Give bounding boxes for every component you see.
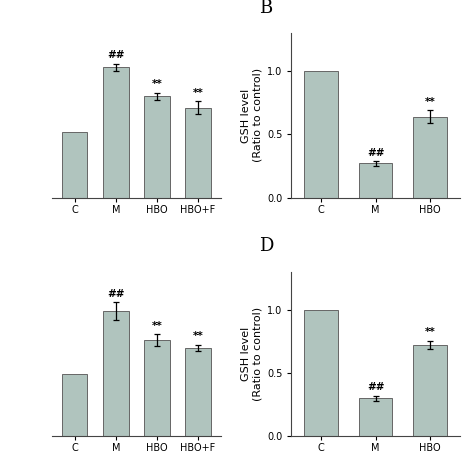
Text: D: D: [259, 237, 273, 255]
Bar: [62, 374, 88, 436]
Bar: [304, 71, 338, 198]
Bar: [359, 398, 392, 436]
Bar: [185, 108, 211, 198]
Bar: [144, 96, 170, 198]
Text: ##: ##: [107, 50, 125, 60]
Text: **: **: [425, 328, 435, 337]
Bar: [144, 340, 170, 436]
Text: ##: ##: [107, 289, 125, 299]
Y-axis label: GSH level
(Ratio to control): GSH level (Ratio to control): [241, 68, 263, 163]
Bar: [413, 345, 447, 436]
Text: ##: ##: [367, 383, 384, 392]
Bar: [304, 310, 338, 436]
Text: B: B: [259, 0, 273, 17]
Text: **: **: [192, 88, 203, 98]
Bar: [413, 117, 447, 198]
Bar: [62, 132, 88, 198]
Text: ##: ##: [367, 148, 384, 158]
Y-axis label: GSH level
(Ratio to control): GSH level (Ratio to control): [241, 307, 263, 401]
Bar: [103, 311, 128, 436]
Bar: [359, 164, 392, 198]
Bar: [185, 348, 211, 436]
Text: **: **: [152, 321, 162, 331]
Text: **: **: [152, 79, 162, 89]
Text: **: **: [425, 97, 435, 107]
Text: **: **: [192, 331, 203, 341]
Bar: [103, 67, 128, 198]
